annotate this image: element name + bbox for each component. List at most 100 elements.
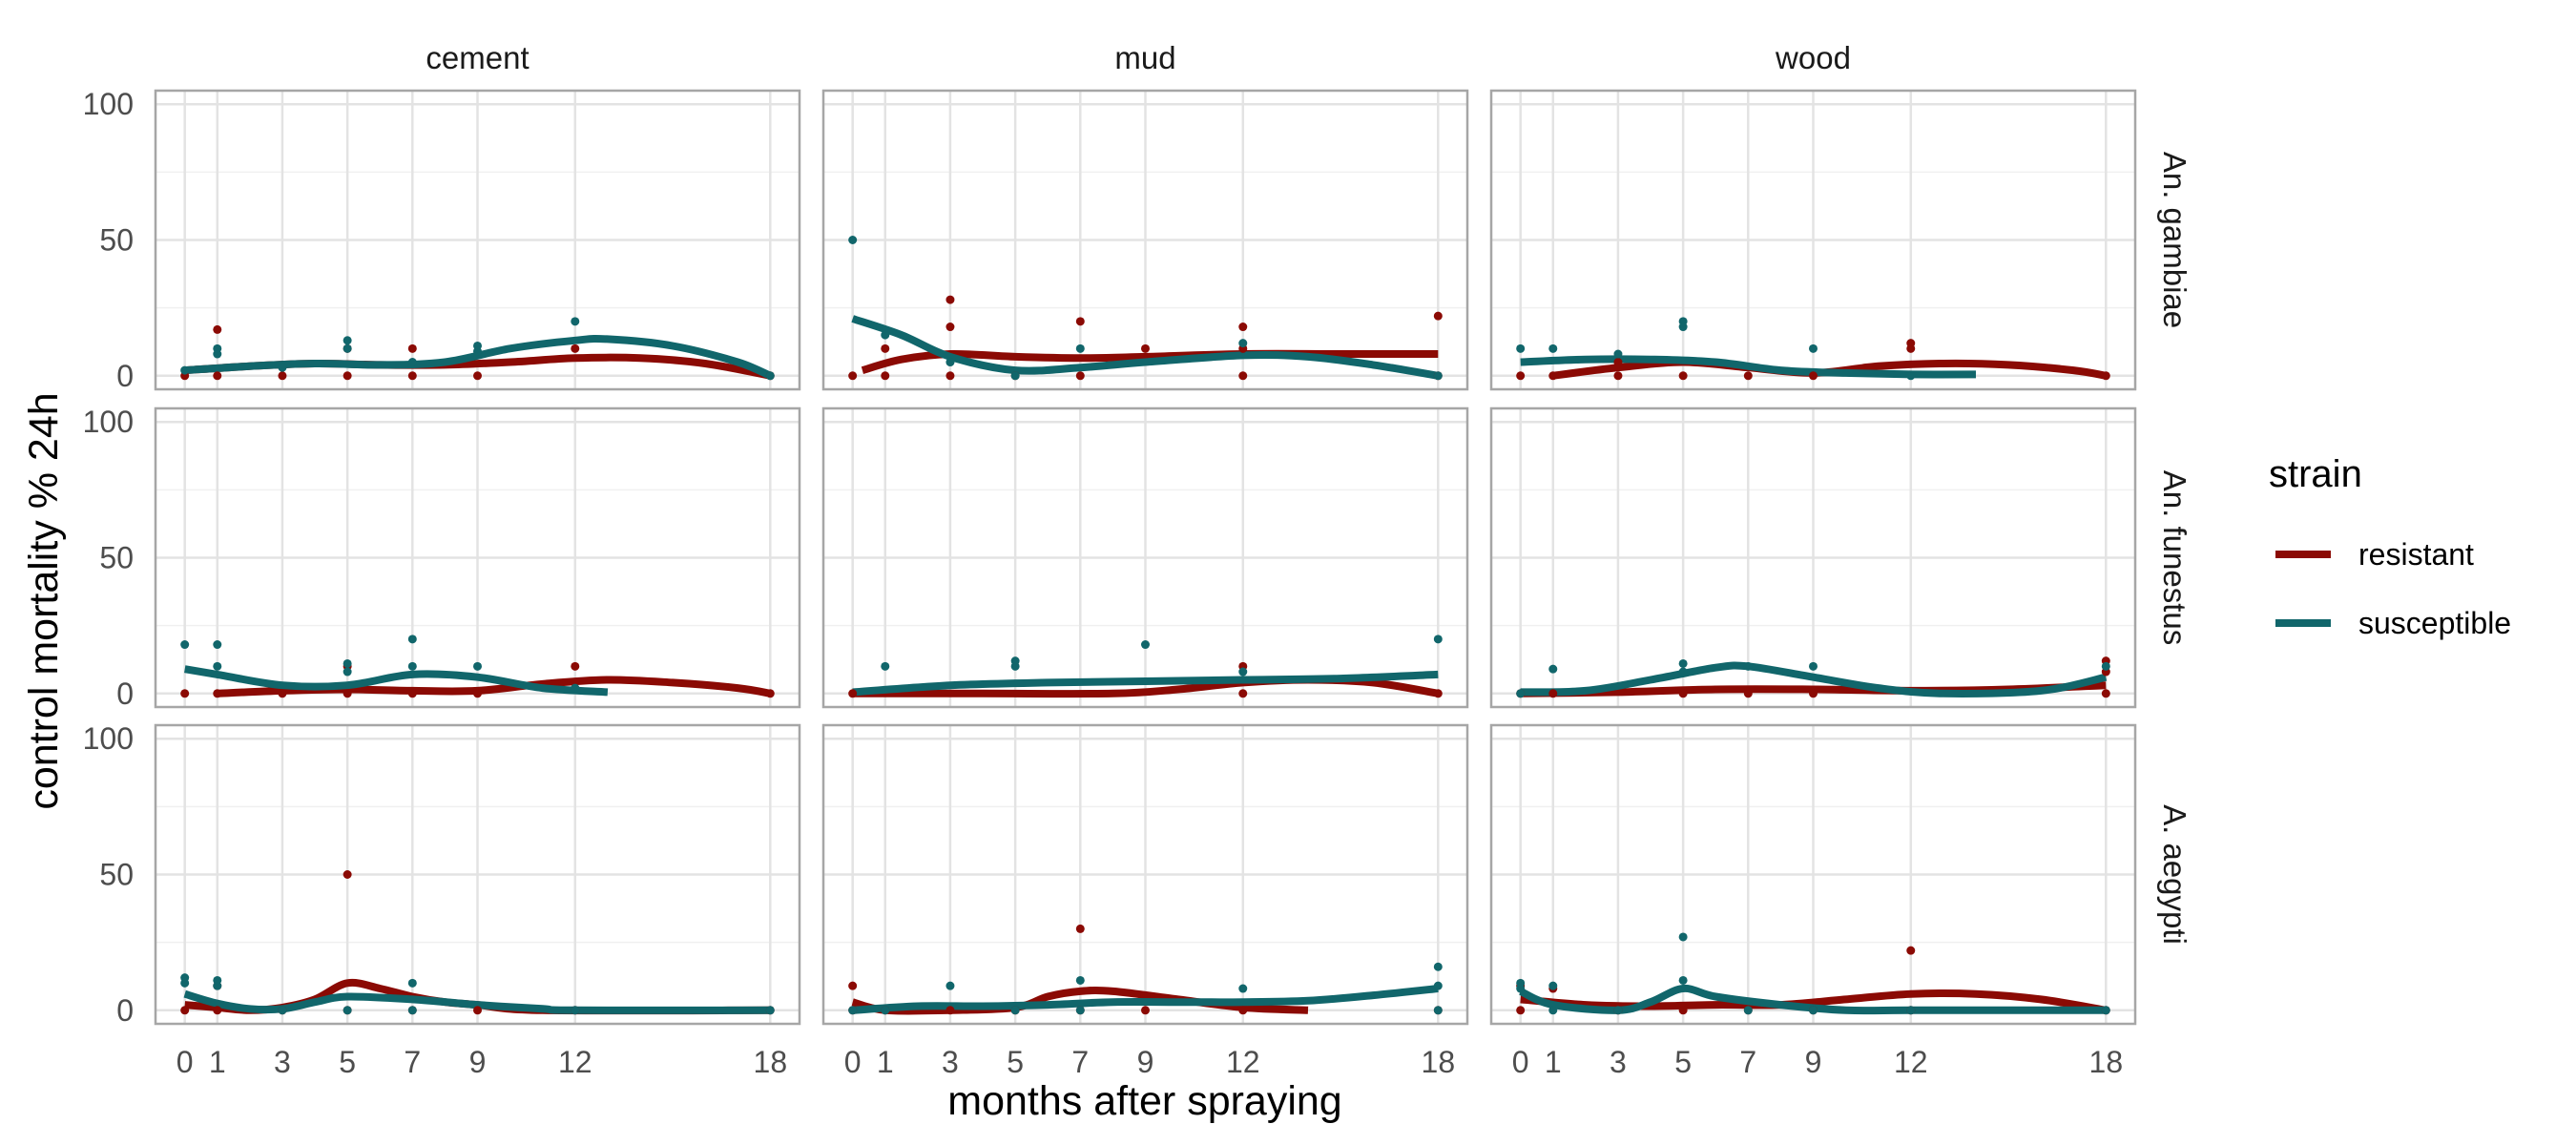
data-point-susceptible-an-gambiae-wood <box>1548 344 1558 353</box>
data-point-resistant-an-gambiae-mud <box>1433 311 1443 321</box>
legend: strain resistant susceptible <box>2269 453 2511 640</box>
data-point-resistant-an-gambiae-cement <box>343 371 352 381</box>
data-point-resistant-an-gambiae-wood <box>1516 371 1526 381</box>
data-point-resistant-an-funestus-mud <box>1433 689 1443 698</box>
data-point-susceptible-an-funestus-cement <box>571 683 580 693</box>
smooth-line-susceptible-an-gambiae-mud <box>851 315 1439 380</box>
data-point-susceptible-an-gambiae-mud <box>1433 371 1443 381</box>
data-point-susceptible-an-gambiae-cement <box>213 344 222 353</box>
data-point-susceptible-an-funestus-cement <box>473 661 482 671</box>
data-point-resistant-an-gambiae-wood <box>2101 371 2110 381</box>
data-point-resistant-a-aegypti-mud <box>945 1006 955 1015</box>
x-tick-label: 12 <box>1894 1045 1928 1079</box>
data-point-susceptible-a-aegypti-wood <box>1906 1006 1916 1015</box>
data-point-susceptible-an-funestus-mud <box>1238 667 1248 677</box>
y-tick-label: 0 <box>116 677 134 711</box>
data-point-susceptible-an-gambiae-cement <box>571 317 580 326</box>
data-point-susceptible-a-aegypti-mud <box>881 1006 890 1015</box>
data-point-resistant-an-funestus-wood <box>1743 689 1753 698</box>
data-point-susceptible-an-gambiae-cement <box>473 341 482 350</box>
facet-label-an-gambiae: An. gambiae <box>2157 152 2192 328</box>
y-axis-title: control mortality % 24h <box>21 392 67 809</box>
data-point-susceptible-a-aegypti-cement <box>343 1006 352 1015</box>
data-point-resistant-an-gambiae-cement <box>473 371 482 381</box>
panel-frame-a-aegypti-cement <box>154 723 801 1026</box>
data-point-susceptible-a-aegypti-cement <box>407 1006 417 1015</box>
y-tick-label: 50 <box>99 223 134 258</box>
data-point-susceptible-a-aegypti-mud <box>848 1006 858 1015</box>
data-point-resistant-an-gambiae-mud <box>1238 323 1248 332</box>
data-point-susceptible-a-aegypti-mud <box>1075 975 1085 985</box>
data-point-resistant-a-aegypti-cement <box>343 870 352 879</box>
data-point-susceptible-an-funestus-wood <box>1516 689 1526 698</box>
panel-frame-an-funestus-mud <box>821 406 1469 709</box>
data-point-susceptible-an-funestus-mud <box>1141 640 1150 650</box>
data-point-resistant-an-gambiae-mud <box>848 371 858 381</box>
data-point-resistant-an-gambiae-mud <box>945 323 955 332</box>
data-point-resistant-an-gambiae-cement <box>407 371 417 381</box>
data-point-susceptible-a-aegypti-cement <box>765 1006 775 1015</box>
data-point-resistant-an-gambiae-wood <box>1613 371 1623 381</box>
data-point-susceptible-an-funestus-cement <box>343 658 352 668</box>
data-point-susceptible-a-aegypti-wood <box>1809 1006 1818 1015</box>
data-point-susceptible-a-aegypti-mud <box>1238 984 1248 993</box>
data-point-resistant-an-gambiae-wood <box>1548 371 1558 381</box>
data-point-susceptible-a-aegypti-cement <box>278 1006 287 1015</box>
y-tick-label: 50 <box>99 541 134 575</box>
data-point-susceptible-a-aegypti-mud <box>1010 1006 1020 1015</box>
panel-frame-a-aegypti-mud <box>821 723 1469 1026</box>
data-point-resistant-an-gambiae-mud <box>1075 371 1085 381</box>
data-point-resistant-an-gambiae-wood <box>1613 358 1623 367</box>
y-tick-label: 0 <box>116 359 134 393</box>
panel-frame-an-gambiae-mud <box>821 89 1469 391</box>
data-point-susceptible-a-aegypti-wood <box>2101 1006 2110 1015</box>
smooth-line-susceptible-a-aegypti-cement <box>183 989 771 1014</box>
data-point-susceptible-an-funestus-wood <box>1548 664 1558 674</box>
data-point-resistant-a-aegypti-mud <box>1238 1006 1248 1015</box>
data-point-resistant-an-funestus-cement <box>765 689 775 698</box>
data-point-susceptible-an-funestus-wood <box>2101 661 2110 671</box>
data-point-susceptible-a-aegypti-mud <box>1433 962 1443 971</box>
data-point-susceptible-an-funestus-cement <box>180 640 190 650</box>
data-point-susceptible-an-gambiae-cement <box>180 365 190 375</box>
data-point-resistant-an-funestus-mud <box>848 689 858 698</box>
data-point-resistant-an-gambiae-mud <box>881 371 890 381</box>
smooth-line-susceptible-an-gambiae-cement <box>184 334 772 380</box>
data-point-susceptible-an-gambiae-mud <box>1238 339 1248 348</box>
smooth-line-susceptible-an-gambiae-wood <box>1520 355 1977 379</box>
data-point-susceptible-an-funestus-cement <box>213 640 222 650</box>
facet-label-cement: cement <box>426 40 529 75</box>
data-point-resistant-an-funestus-cement <box>343 689 352 698</box>
panel-frame-a-aegypti-wood <box>1489 723 2137 1026</box>
data-point-resistant-an-funestus-wood <box>2101 689 2110 698</box>
data-point-susceptible-an-gambiae-mud <box>945 358 955 367</box>
data-point-resistant-a-aegypti-wood <box>1516 1006 1526 1015</box>
y-tick-label: 100 <box>83 87 134 121</box>
data-point-susceptible-an-gambiae-mud <box>881 330 890 340</box>
data-point-susceptible-a-aegypti-mud <box>1075 1006 1085 1015</box>
x-tick-label: 0 <box>844 1045 862 1079</box>
data-point-susceptible-an-funestus-wood <box>1809 661 1818 671</box>
data-point-susceptible-a-aegypti-mud <box>1433 981 1443 990</box>
x-tick-label: 3 <box>1610 1045 1627 1079</box>
data-point-susceptible-an-gambiae-mud <box>848 236 858 244</box>
data-point-resistant-an-funestus-mud <box>1238 689 1248 698</box>
smooth-line-resistant-a-aegypti-wood <box>1520 989 2107 1014</box>
data-point-susceptible-an-gambiae-wood <box>1678 323 1688 332</box>
facet-label-an-funestus: An. funestus <box>2157 470 2192 645</box>
data-point-susceptible-an-funestus-wood <box>1678 658 1688 668</box>
data-point-susceptible-an-gambiae-cement <box>278 363 287 372</box>
data-point-susceptible-a-aegypti-wood <box>1678 975 1688 985</box>
x-tick-label: 18 <box>1422 1045 1456 1079</box>
data-point-resistant-an-funestus-wood <box>1548 689 1558 698</box>
data-point-resistant-a-aegypti-mud <box>1075 924 1085 933</box>
data-point-susceptible-an-funestus-cement <box>343 667 352 677</box>
data-point-susceptible-an-gambiae-cement <box>343 336 352 345</box>
data-point-susceptible-an-funestus-mud <box>1433 635 1443 644</box>
x-tick-label: 3 <box>942 1045 959 1079</box>
data-point-resistant-an-funestus-cement <box>571 661 580 671</box>
x-tick-label: 9 <box>1805 1045 1822 1079</box>
smooth-line-susceptible-an-funestus-cement <box>184 665 609 697</box>
data-point-resistant-a-aegypti-mud <box>848 981 858 990</box>
